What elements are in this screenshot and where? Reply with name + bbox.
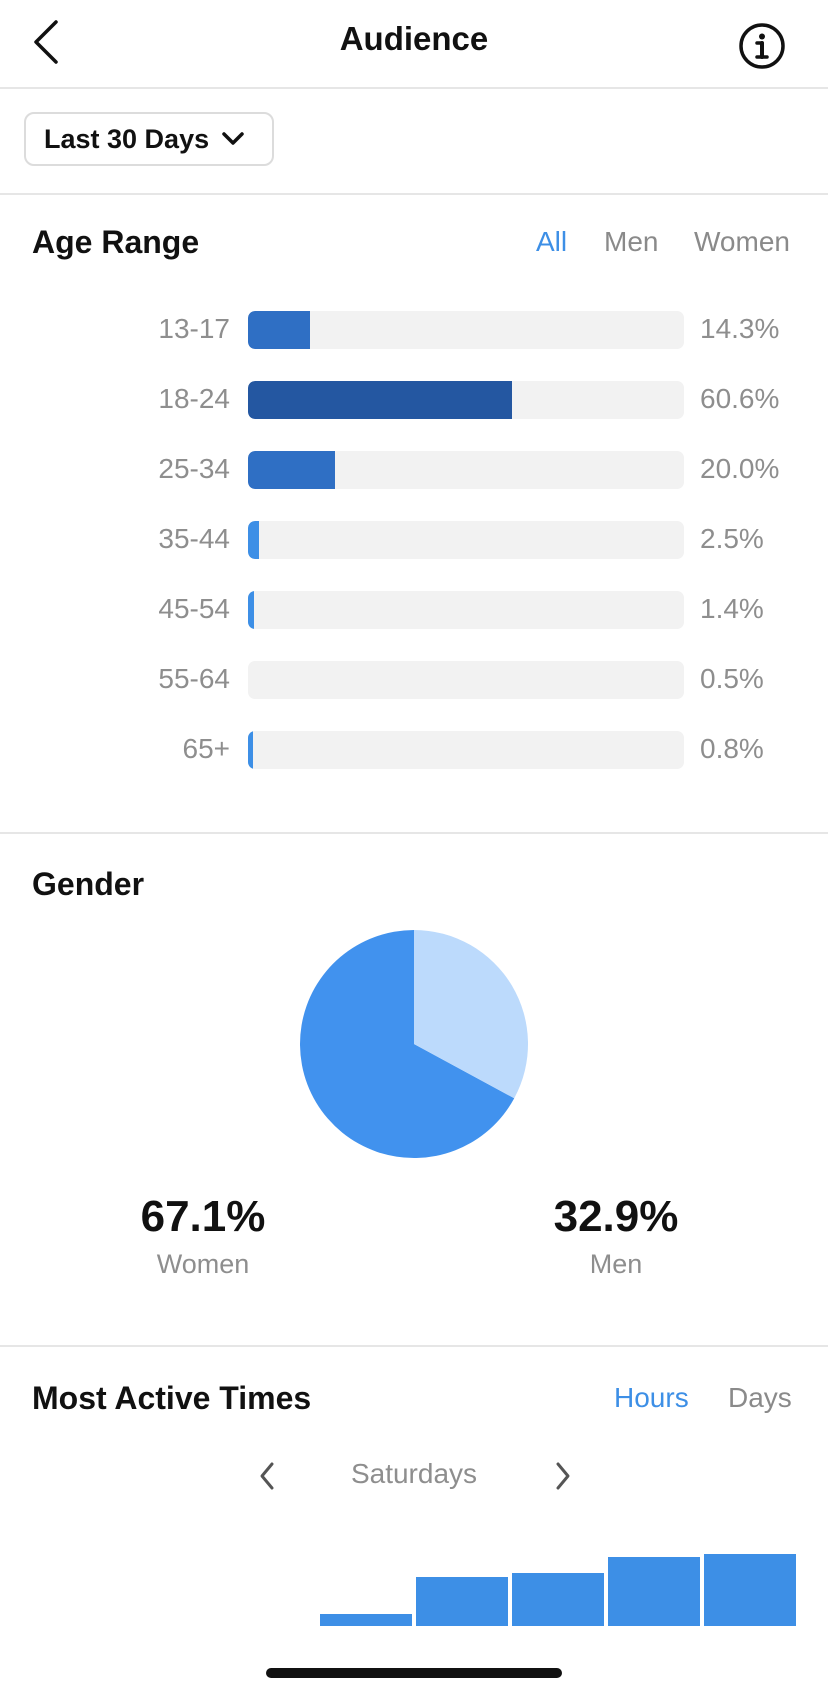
age-range-title: Age Range [32,224,200,260]
age-filter-women[interactable]: Women [694,226,790,257]
info-icon [739,23,785,69]
active-hour-bar [512,1573,604,1626]
men-label: Men [589,1249,643,1279]
active-hour-bar [704,1554,796,1626]
previous-day-button[interactable] [252,1458,284,1494]
section-divider [0,1345,828,1347]
age-range-label: 18-24 [158,383,230,414]
age-range-label: 25-34 [158,453,230,484]
chevron-left-icon [260,1462,274,1490]
age-bar [248,521,259,559]
active-hours-chart [320,1554,796,1626]
active-filter-hours[interactable]: Hours [614,1382,689,1413]
age-filter-men[interactable]: Men [604,226,659,257]
age-range-label: 55-64 [158,663,230,694]
info-button[interactable] [738,22,786,70]
age-percent-label: 1.4% [700,593,764,624]
section-divider [0,832,828,834]
age-percent-label: 20.0% [700,453,780,484]
chevron-left-icon [34,20,58,64]
active-hour-bar [416,1577,508,1626]
age-bar [248,311,310,349]
age-percent-label: 14.3% [700,313,780,344]
page-title: Audience [339,20,489,57]
age-bar [248,451,335,489]
home-indicator[interactable] [266,1668,562,1678]
chevron-down-icon [222,132,244,145]
age-range-label: 35-44 [158,523,230,554]
age-range-label: 13-17 [158,313,230,344]
age-bar-track [248,311,684,349]
age-bar-track [248,661,684,699]
next-day-button[interactable] [546,1458,578,1494]
women-label: Women [156,1249,250,1279]
pie-slice-women [300,930,515,1158]
gender-pie-chart [300,930,528,1158]
age-bar-track [248,521,684,559]
date-range-label: Last 30 Days [44,123,210,154]
back-button[interactable] [28,18,68,66]
active-times-title: Most Active Times [32,1380,312,1416]
age-percent-label: 60.6% [700,383,780,414]
age-percent-label: 2.5% [700,523,764,554]
active-filter-days[interactable]: Days [728,1382,792,1413]
day-label: Saturdays [350,1458,478,1489]
age-bar [248,381,512,419]
age-filter-all[interactable]: All [536,226,568,257]
age-bar-track [248,731,684,769]
age-percent-label: 0.8% [700,733,764,764]
date-range-dropdown[interactable]: Last 30 Days [24,112,274,166]
gender-title: Gender [32,866,145,902]
age-bar [248,591,254,629]
pie-slice-men [414,930,528,1099]
age-bar-track [248,381,684,419]
section-divider [0,193,828,195]
age-range-label: 45-54 [158,593,230,624]
active-hour-bar [320,1614,412,1626]
age-percent-label: 0.5% [700,663,764,694]
women-percent: 67.1% [140,1192,266,1241]
age-range-label: 65+ [182,733,231,764]
age-bar-track [248,591,684,629]
age-bar [248,731,253,769]
header-divider [0,87,828,89]
chevron-right-icon [556,1462,570,1490]
active-hour-bar [608,1557,700,1626]
age-bar-track [248,451,684,489]
men-percent: 32.9% [553,1192,679,1241]
